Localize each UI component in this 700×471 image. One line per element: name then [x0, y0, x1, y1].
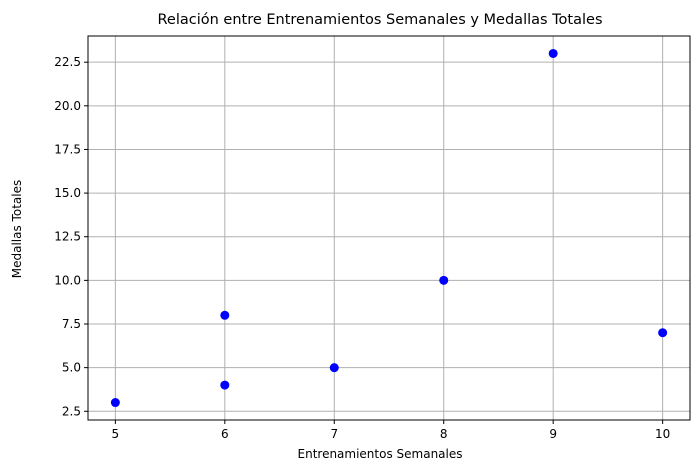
x-tick-label: 5 [112, 427, 120, 441]
x-tick-label: 9 [549, 427, 557, 441]
x-tick-label: 7 [330, 427, 338, 441]
data-point [220, 310, 230, 320]
x-tick-label: 6 [221, 427, 229, 441]
data-point [439, 275, 449, 285]
y-tick-label: 15.0 [54, 186, 81, 200]
x-axis-label: Entrenamientos Semanales [298, 447, 463, 461]
grid-lines [88, 36, 690, 420]
plot-frame [87, 35, 691, 421]
y-tick-label: 10.0 [54, 273, 81, 287]
y-axis-label: Medallas Totales [10, 180, 24, 278]
y-axis-ticks: 2.5 5.0 7.5 10.0 12.5 15.0 17.5 20.0 22.5 [54, 55, 88, 418]
x-axis-ticks: 5 6 7 8 9 10 [112, 420, 670, 441]
data-point [548, 48, 558, 58]
data-point [220, 380, 230, 390]
y-tick-label: 17.5 [54, 142, 81, 156]
chart-title: Relación entre Entrenamientos Semanales … [157, 12, 602, 28]
data-point [329, 363, 339, 373]
y-tick-label: 22.5 [54, 55, 81, 69]
y-tick-label: 5.0 [62, 361, 81, 375]
x-tick-label: 8 [440, 427, 448, 441]
data-point [658, 328, 668, 338]
y-tick-label: 2.5 [62, 404, 81, 418]
y-tick-label: 12.5 [54, 230, 81, 244]
y-tick-label: 7.5 [62, 317, 81, 331]
x-tick-label: 10 [655, 427, 670, 441]
y-tick-label: 20.0 [54, 99, 81, 113]
data-point [110, 398, 120, 408]
data-points [110, 48, 668, 408]
